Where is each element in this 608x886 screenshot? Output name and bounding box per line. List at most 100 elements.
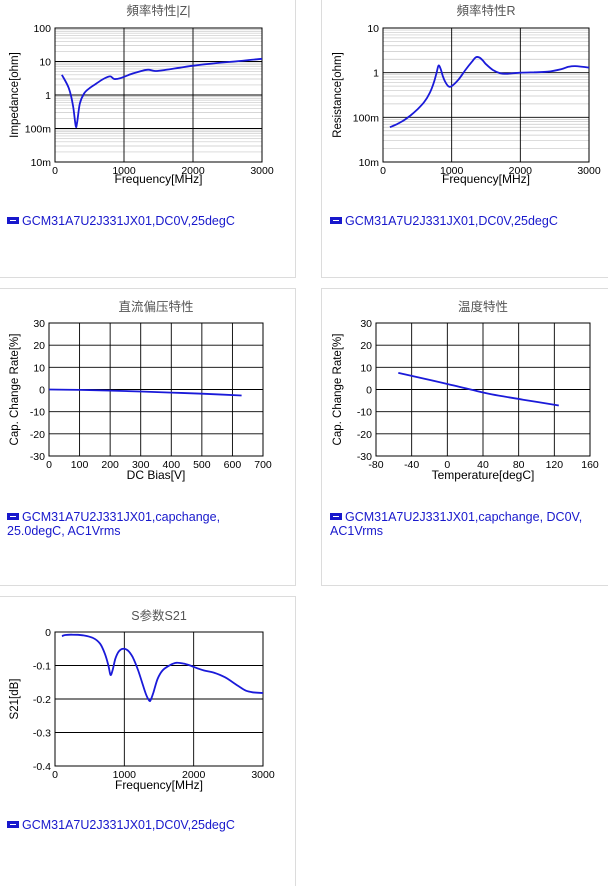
y-tick-label: 0	[366, 385, 372, 397]
y-tick-label: -30	[357, 451, 372, 463]
x-axis-label: DC Bias[V]	[127, 468, 186, 482]
plot-frame	[54, 27, 263, 163]
y-tick-label: 10	[39, 57, 51, 69]
series-line	[398, 372, 559, 407]
legend-swatch	[7, 821, 19, 828]
x-axis-label: Temperature[degC]	[432, 468, 535, 482]
legend-temperature[interactable]: GCM31A7U2J331JX01,capchange, DC0V, AC1Vr…	[330, 510, 582, 538]
legend-impedance[interactable]: GCM31A7U2J331JX01,DC0V,25degC	[7, 214, 235, 228]
chart-card-temperature: 温度特性 30 20 10 0 -10 -20 -30 -80 -40 0 40 80 120 160 Tem…	[321, 288, 608, 586]
x-tick-label: -80	[368, 459, 383, 471]
y-tick-label: -20	[30, 429, 45, 441]
y-tick-label: 30	[360, 318, 372, 330]
y-tick-label: 20	[33, 340, 45, 352]
x-tick-label: 1000	[112, 165, 136, 177]
x-tick-label: 0	[444, 459, 450, 471]
chart-title: 頻率特性R	[456, 3, 515, 18]
x-axis-label: Frequency[MHz]	[442, 172, 530, 186]
x-tick-label: 2000	[509, 165, 533, 177]
legend-resistance[interactable]: GCM31A7U2J331JX01,DC0V,25degC	[330, 214, 558, 228]
y-tick-label: 1	[45, 90, 51, 102]
legend-swatch	[7, 513, 19, 520]
y-tick-label: 0	[39, 385, 45, 397]
y-tick-label: -10	[30, 407, 45, 419]
legend-s21[interactable]: GCM31A7U2J331JX01,DC0V,25degC	[7, 818, 235, 832]
x-tick-label: 300	[132, 459, 150, 471]
chart-title: 温度特性	[458, 299, 508, 314]
y-tick-label: -0.1	[33, 661, 51, 673]
legend-label: GCM31A7U2J331JX01,capchange, DC0V, AC1Vr…	[330, 510, 583, 538]
x-tick-label: 600	[224, 459, 242, 471]
x-tick-label: 2000	[181, 165, 205, 177]
legend-dc-bias[interactable]: GCM31A7U2J331JX01,capchange, 25.0degC, A…	[7, 510, 220, 538]
y-tick-label: -0.3	[33, 728, 51, 740]
series-line	[389, 56, 590, 129]
y-axis-label: Impedance[ohm]	[9, 52, 21, 138]
x-tick-label: 120	[546, 459, 564, 471]
x-tick-label: 0	[380, 165, 386, 177]
y-axis-label: Cap. Change Rate[%]	[332, 334, 344, 446]
y-tick-label: 10	[367, 23, 379, 35]
y-tick-label: 100m	[353, 112, 380, 124]
plot-frame	[54, 631, 264, 767]
x-tick-label: 2000	[182, 769, 206, 781]
chart-title: 頻率特性|Z|	[126, 3, 190, 18]
x-tick-label: 0	[52, 165, 58, 177]
y-tick-label: -0.2	[33, 694, 51, 706]
legend-swatch	[330, 217, 342, 224]
x-tick-label: 3000	[250, 165, 274, 177]
y-tick-label: -20	[357, 429, 372, 441]
x-tick-label: 700	[254, 459, 272, 471]
legend-label: GCM31A7U2J331JX01,DC0V,25degC	[22, 818, 235, 832]
y-tick-label: -10	[357, 407, 372, 419]
chart-temperature: 温度特性 30 20 10 0 -10 -20 -30-80 -40 0 40 80 120 160 Tem…	[332, 299, 599, 482]
y-tick-label: 20	[360, 340, 372, 352]
chart-title: S参数S21	[131, 608, 187, 623]
x-tick-label: 400	[163, 459, 181, 471]
y-tick-label: 30	[33, 318, 45, 330]
y-tick-label: -0.4	[33, 761, 51, 773]
x-tick-label: 100	[71, 459, 89, 471]
x-axis-label: Frequency[MHz]	[114, 172, 202, 186]
series-line	[48, 388, 242, 397]
legend-swatch	[7, 217, 19, 224]
chart-card-impedance: 頻率特性|Z| 100 10 1 100m 10m 0 1000 2000 3000 Frequen…	[0, 0, 296, 278]
legend-label: GCM31A7U2J331JX01,DC0V,25degC	[345, 214, 558, 228]
plot-frame	[375, 322, 591, 457]
y-axis-label: Cap. Change Rate[%]	[9, 334, 21, 446]
y-tick-label: -30	[30, 451, 45, 463]
y-axis-label: S21[dB]	[9, 679, 21, 720]
chart-card-resistance: 頻率特性R 10 1 100m 10m 0 1000 2000 3000 Frequency[MH…	[321, 0, 608, 278]
y-axis-label: Resistance[ohm]	[332, 52, 344, 138]
x-tick-label: 3000	[251, 769, 275, 781]
x-tick-label: 40	[477, 459, 489, 471]
y-tick-label: 1	[373, 68, 379, 80]
series-line	[61, 57, 263, 128]
legend-swatch	[330, 513, 342, 520]
x-axis-label: Frequency[MHz]	[115, 778, 203, 792]
x-tick-label: -40	[404, 459, 419, 471]
legend-label: GCM31A7U2J331JX01,capchange, 25.0degC, A…	[7, 510, 221, 538]
chart-card-s21: S参数S21 0 -0.1 -0.2 -0.3 -0.4 0 1000 2000 3000 Freq…	[0, 596, 296, 886]
y-tick-label: 10	[33, 362, 45, 374]
y-tick-label: 0	[45, 627, 51, 639]
y-tick-label: 100m	[25, 124, 52, 136]
y-tick-label: 10	[360, 362, 372, 374]
x-tick-label: 3000	[577, 165, 601, 177]
x-tick-label: 500	[193, 459, 211, 471]
x-tick-label: 1000	[440, 165, 464, 177]
chart-card-dc-bias: 直流偏压特性 30 20 10 0 -10 -20 -30 0 100 200 300 400 500 60…	[0, 288, 296, 586]
y-tick-label: 10m	[359, 157, 380, 169]
series-line	[61, 633, 264, 703]
x-tick-label: 1000	[113, 769, 137, 781]
y-tick-label: 100	[33, 23, 51, 35]
x-tick-label: 80	[513, 459, 525, 471]
y-tick-label: 10m	[31, 157, 52, 169]
legend-label: GCM31A7U2J331JX01,DC0V,25degC	[22, 214, 235, 228]
x-tick-label: 0	[46, 459, 52, 471]
x-tick-label: 160	[581, 459, 599, 471]
